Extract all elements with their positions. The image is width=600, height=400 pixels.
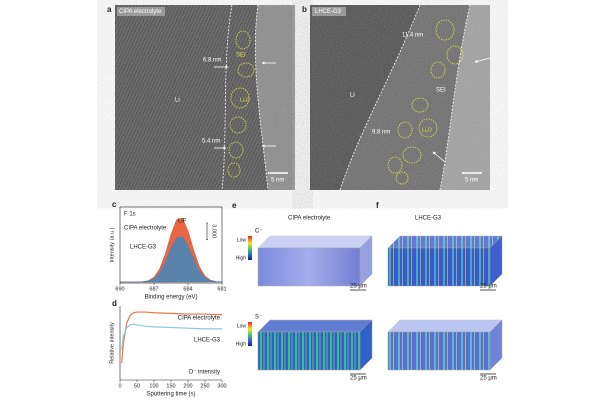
x-tick-label: 681: [217, 286, 226, 292]
panel-letter: a: [107, 5, 112, 14]
legend-label: CIPA electrolyte: [124, 226, 167, 232]
x-tick-label: 300: [217, 383, 226, 389]
annotation: Li: [350, 93, 355, 99]
x-axis-label: Sputtering time (s): [146, 392, 195, 398]
panel-letter: e: [232, 201, 237, 210]
annotation: SEI: [236, 53, 246, 59]
x-axis-label: Binding energy (eV): [144, 295, 197, 301]
colorbar-label: High: [236, 341, 247, 347]
chart-title: F 1s: [124, 212, 136, 218]
tem-image-b: [310, 4, 491, 191]
colorbar-label: High: [236, 255, 247, 261]
area: [119, 236, 223, 283]
colorbar: [248, 236, 252, 346]
scale-label: 25 μm: [480, 284, 497, 290]
x-tick-label: 200: [183, 383, 192, 389]
annotation: Li₂O: [422, 127, 432, 133]
x-tick-label: 250: [200, 383, 209, 389]
annotation: 11.4 nm: [402, 33, 423, 39]
volume-render: [257, 235, 503, 371]
annotation: Li: [175, 98, 180, 104]
annotation: LiF: [178, 219, 187, 225]
axes-frame: [119, 206, 223, 284]
scale-bar-label: 3,000: [211, 224, 217, 238]
scale-label: 25 μm: [350, 284, 367, 290]
scale-label: 5 nm: [271, 178, 284, 184]
legend-label: CIPA electrolyte: [178, 316, 221, 322]
panel-title: LHCE-G3: [415, 216, 442, 222]
annotation: SEI: [436, 88, 446, 94]
colorbar-label: Low: [237, 237, 247, 243]
x-tick-label: 687: [149, 286, 158, 292]
x-tick-label: 0: [118, 383, 121, 389]
y-axis-label: Intensity (a.u.): [109, 227, 115, 262]
x-tick-label: 150: [166, 383, 175, 389]
scale-label: 25 μm: [480, 376, 497, 382]
x-tick-label: 690: [115, 286, 124, 292]
legend-label: LHCE-G3: [130, 245, 157, 251]
scale-bar: [206, 222, 208, 240]
x-tick-label: 100: [149, 383, 158, 389]
panel-letter: c: [112, 200, 117, 209]
ion-label: S⁻: [255, 315, 262, 321]
panel-title: CIPA electrolyte: [288, 216, 331, 222]
scale-bar: [350, 289, 496, 375]
ion-label: C⁻: [255, 229, 263, 235]
colorbar-label: Low: [237, 323, 247, 329]
panel-label: LHCE-G3: [315, 9, 342, 15]
legend-label: LHCE-G3: [194, 338, 221, 344]
annotation: O⁻ intensity: [188, 370, 220, 376]
panel-label: CIPA electrolyte: [119, 9, 162, 15]
annotation: Li₂O: [240, 97, 250, 103]
panel-letter: f: [376, 201, 379, 210]
x-tick-label: 50: [134, 383, 140, 389]
scale-label: 5 nm: [465, 178, 478, 184]
annotation: 5.4 nm: [202, 139, 220, 145]
line: [121, 323, 222, 350]
y-axis-label: Relative intensity: [109, 322, 115, 364]
line: [121, 311, 223, 364]
panel-letter: b: [302, 5, 307, 14]
annotation: 6.8 nm: [203, 58, 221, 64]
panel-letter: d: [112, 299, 117, 308]
tem-image-a: [115, 4, 295, 191]
annotation: 9.8 nm: [372, 130, 390, 136]
x-tick-label: 684: [183, 286, 192, 292]
scale-label: 25 μm: [350, 376, 367, 382]
